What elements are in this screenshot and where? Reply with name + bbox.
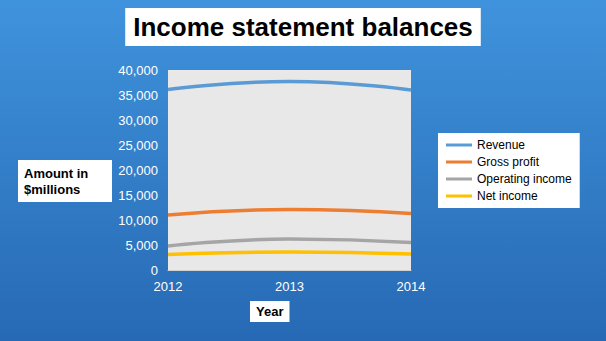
svg-text:30,000: 30,000 <box>118 113 158 128</box>
svg-text:15,000: 15,000 <box>118 188 158 203</box>
svg-text:2014: 2014 <box>397 279 426 294</box>
svg-text:$millions: $millions <box>24 182 80 197</box>
svg-text:0: 0 <box>151 263 158 278</box>
svg-text:10,000: 10,000 <box>118 213 158 228</box>
svg-text:Revenue: Revenue <box>477 138 525 152</box>
svg-text:25,000: 25,000 <box>118 138 158 153</box>
svg-text:5,000: 5,000 <box>125 238 158 253</box>
svg-text:35,000: 35,000 <box>118 88 158 103</box>
svg-text:Net income: Net income <box>477 189 538 203</box>
svg-text:Income statement balances: Income statement balances <box>133 12 473 42</box>
svg-text:Amount in: Amount in <box>24 166 92 181</box>
svg-text:20,000: 20,000 <box>118 163 158 178</box>
svg-text:Operating income: Operating income <box>477 172 572 186</box>
svg-text:Year: Year <box>256 304 283 319</box>
svg-text:40,000: 40,000 <box>118 63 158 78</box>
svg-text:Gross profit: Gross profit <box>477 155 540 169</box>
svg-text:2013: 2013 <box>275 279 304 294</box>
svg-text:2012: 2012 <box>154 279 183 294</box>
